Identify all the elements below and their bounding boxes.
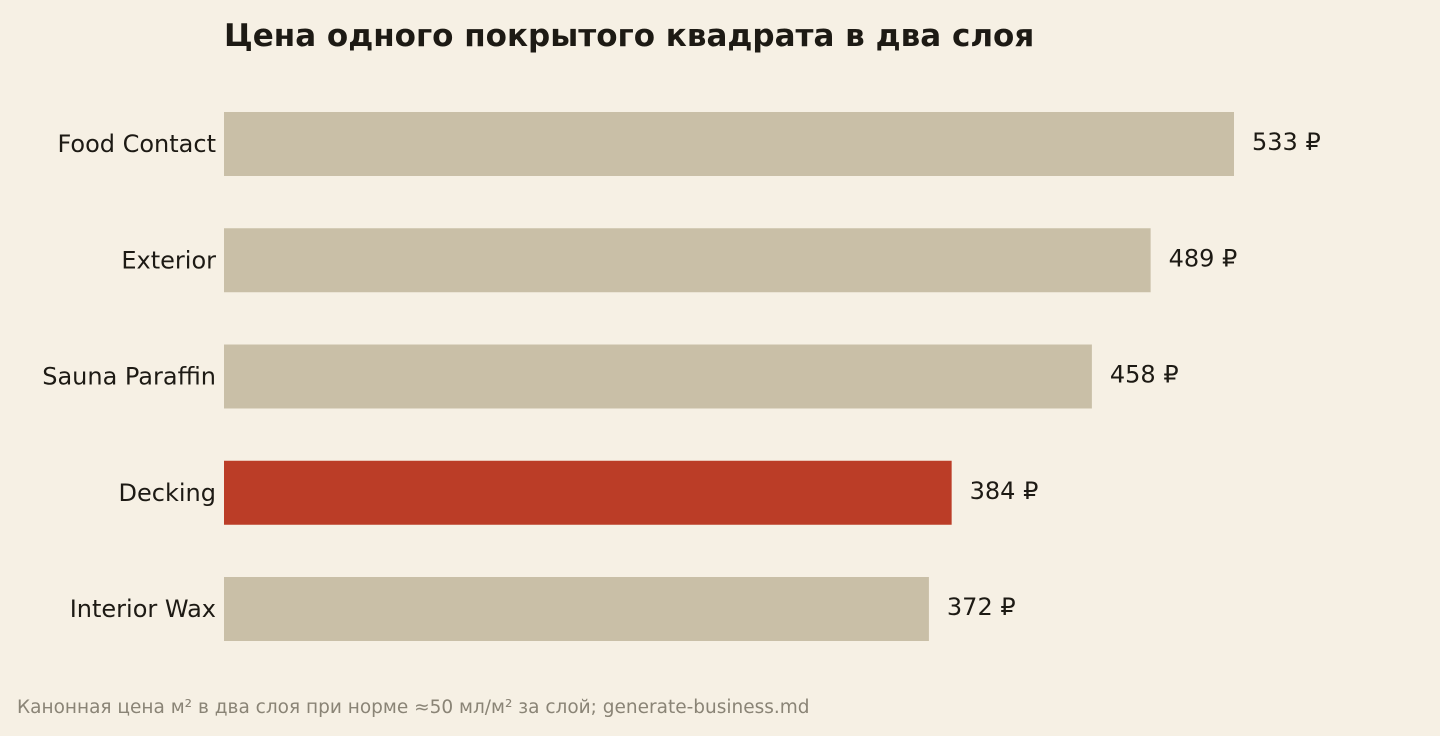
- category-label-food-contact: Food Contact: [57, 130, 216, 158]
- value-label-decking: 384 ₽: [970, 477, 1039, 505]
- bar-decking: [224, 460, 952, 525]
- value-label-exterior: 489 ₽: [1169, 244, 1238, 272]
- category-label-decking: Decking: [119, 479, 216, 507]
- category-label-sauna-paraffin: Sauna Paraffin: [42, 363, 216, 391]
- bar-sauna-paraffin: [224, 344, 1092, 409]
- category-label-exterior: Exterior: [121, 246, 216, 274]
- chart-title: Цена одного покрытого квадрата в два сло…: [224, 18, 1035, 54]
- value-label-sauna-paraffin: 458 ₽: [1110, 361, 1179, 389]
- chart-footnote: Канонная цена м² в два слоя при норме ≈5…: [17, 697, 810, 718]
- bar-exterior: [224, 228, 1151, 293]
- value-label-interior-wax: 372 ₽: [947, 593, 1016, 621]
- category-label-interior-wax: Interior Wax: [70, 595, 216, 623]
- bar-interior-wax: [224, 577, 929, 641]
- bar-food-contact: [224, 112, 1234, 176]
- value-label-food-contact: 533 ₽: [1252, 128, 1321, 156]
